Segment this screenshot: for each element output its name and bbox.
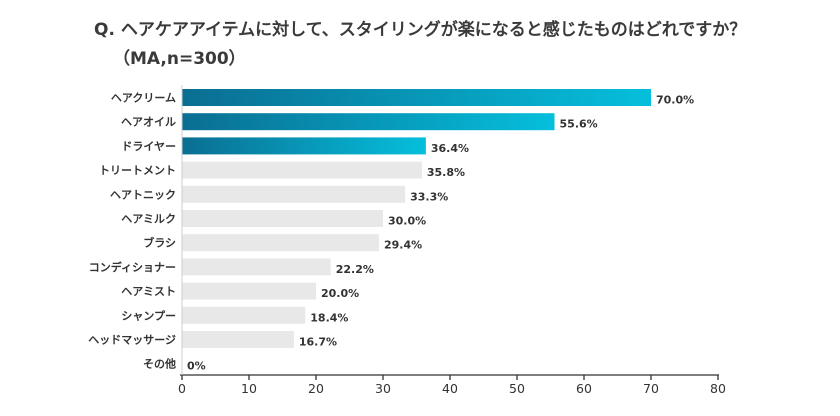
value-label: 33.3% (410, 190, 448, 203)
bar (182, 89, 651, 106)
bar (182, 331, 294, 348)
value-label: 70.0% (656, 94, 694, 107)
category-label: ブラシ (143, 236, 176, 250)
x-tick-label: 20 (308, 381, 324, 396)
value-label: 55.6% (560, 118, 598, 131)
value-label: 0% (187, 360, 206, 373)
bar (182, 185, 406, 203)
value-label: 36.4% (431, 142, 469, 155)
x-tick-label: 50 (509, 381, 525, 396)
value-label: 35.8% (427, 166, 465, 179)
x-tick-label: 0 (178, 381, 186, 396)
category-label: ヘアトニック (110, 188, 176, 201)
category-label: ヘアオイル (121, 116, 176, 129)
x-tick-label: 80 (710, 381, 726, 396)
question-text: Q. ヘアケアアイテムに対して、スタイリングが楽になると感じたものはどれですか？ (94, 20, 747, 40)
category-label: ヘアミルク (121, 213, 176, 226)
bar (182, 137, 426, 155)
x-tick-label: 60 (576, 381, 592, 396)
bar (182, 113, 555, 131)
bars-layer: ヘアクリーム 70.0% ヘアオイル 55.6% ドライヤー 36.4% トリートメント 35… (88, 89, 694, 373)
category-label: ヘッドマッサージ (88, 334, 176, 347)
x-tick-label: 70 (643, 381, 659, 396)
category-label: トリートメント (99, 164, 176, 177)
category-label: その他 (143, 357, 176, 371)
value-label: 29.4% (384, 239, 422, 252)
category-label: シャンプー (121, 308, 176, 322)
value-label: 16.7% (299, 336, 337, 349)
category-label: ヘアミスト (121, 285, 176, 298)
bar (182, 306, 306, 324)
bar (182, 234, 379, 252)
question-title: Q. ヘアケアアイテムに対して、スタイリングが楽になると感じたものはどれですか？… (94, 16, 824, 74)
value-label: 30.0% (388, 215, 426, 228)
bar (182, 161, 422, 179)
bar (182, 258, 331, 276)
x-tick-label: 10 (241, 381, 257, 396)
bar (182, 210, 383, 227)
value-label: 22.2% (336, 263, 374, 276)
question-sample-note: （MA,n=300） (113, 49, 246, 69)
category-label: ドライヤー (121, 140, 176, 153)
category-label: コンディショナー (89, 260, 176, 274)
category-label: ヘアクリーム (111, 92, 176, 105)
x-tick-label: 40 (442, 381, 458, 396)
value-label: 18.4% (310, 311, 348, 324)
x-axis: 0 10 20 30 40 50 60 70 80 (178, 85, 726, 396)
bar (182, 282, 316, 300)
x-tick-label: 30 (375, 381, 391, 396)
value-label: 20.0% (321, 287, 359, 300)
